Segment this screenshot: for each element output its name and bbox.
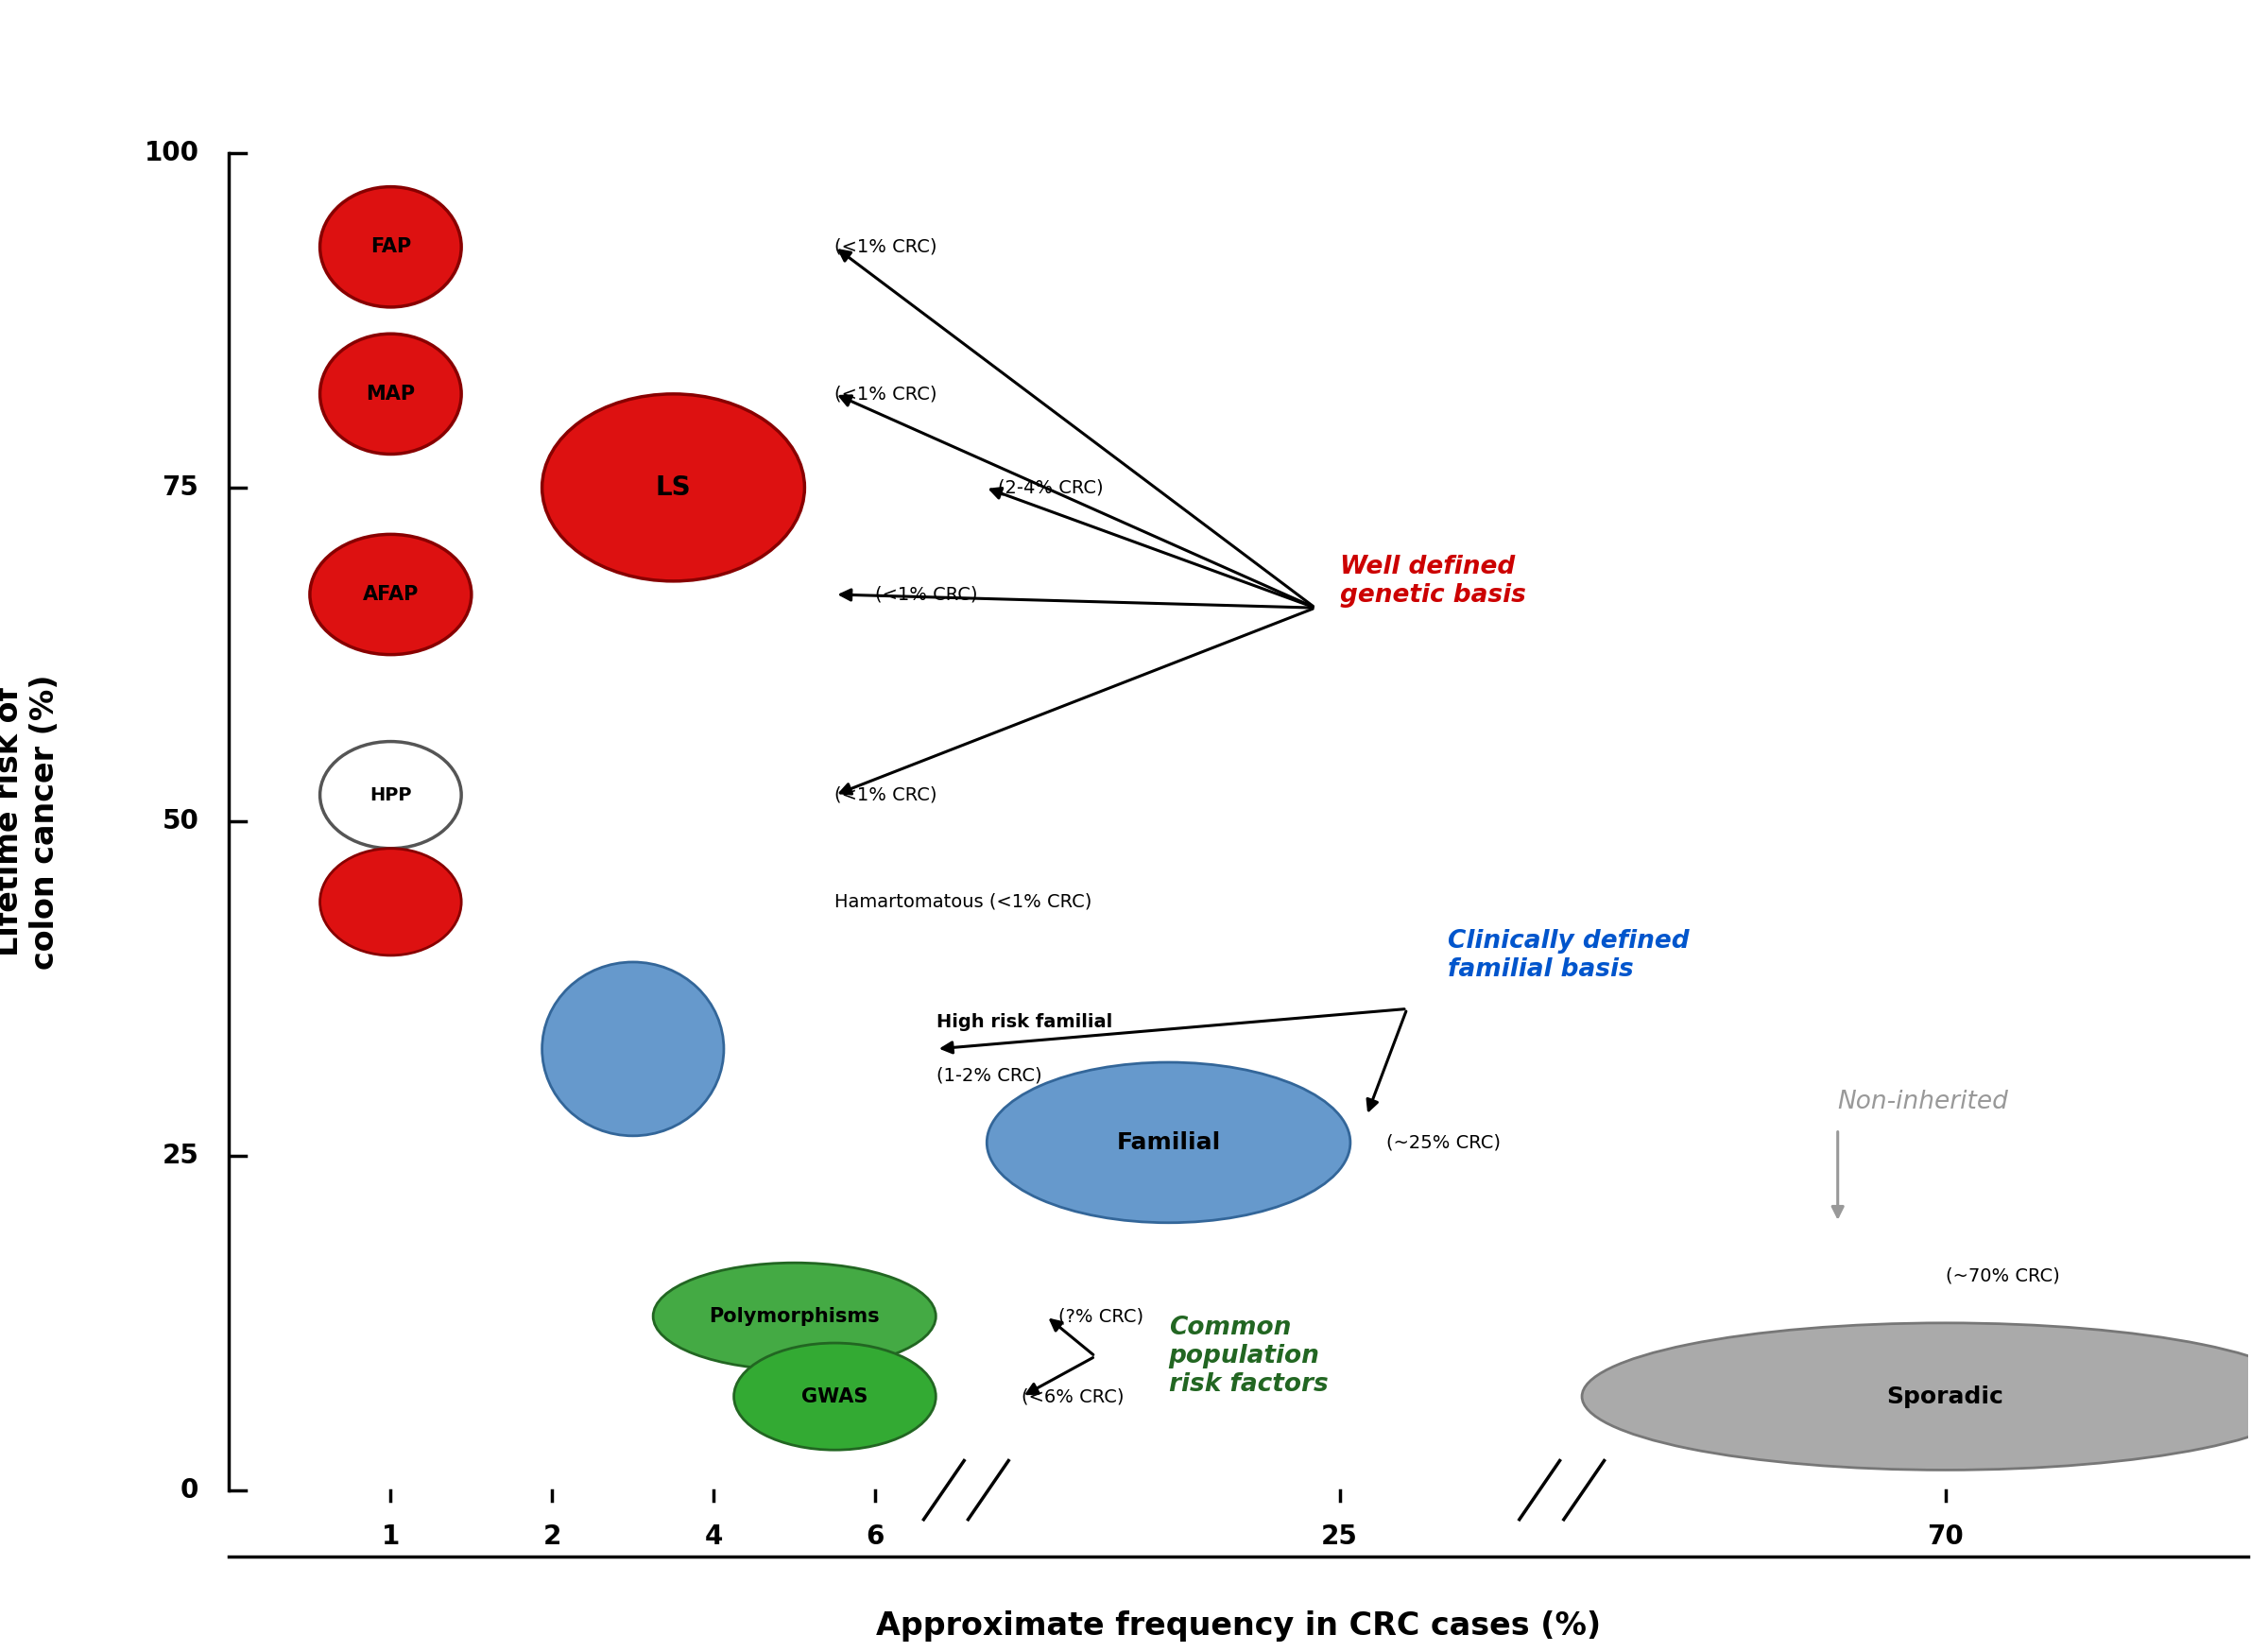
Text: Sporadic: Sporadic bbox=[1887, 1384, 2005, 1408]
Text: MAP: MAP bbox=[365, 385, 415, 403]
Text: 50: 50 bbox=[161, 808, 200, 834]
Text: (<6% CRC): (<6% CRC) bbox=[1023, 1388, 1125, 1406]
Text: HPP: HPP bbox=[370, 786, 413, 805]
Text: (2-4% CRC): (2-4% CRC) bbox=[998, 479, 1102, 497]
Text: Clinically defined
familial basis: Clinically defined familial basis bbox=[1447, 928, 1690, 981]
Text: (~25% CRC): (~25% CRC) bbox=[1386, 1133, 1501, 1151]
Text: 75: 75 bbox=[161, 474, 200, 501]
Ellipse shape bbox=[542, 393, 805, 582]
Ellipse shape bbox=[320, 334, 460, 454]
Text: (<1% CRC): (<1% CRC) bbox=[835, 786, 937, 805]
Text: (~70% CRC): (~70% CRC) bbox=[1946, 1267, 2059, 1285]
Text: Well defined
genetic basis: Well defined genetic basis bbox=[1340, 555, 1526, 608]
Ellipse shape bbox=[735, 1343, 937, 1450]
Text: Familial: Familial bbox=[1116, 1132, 1220, 1153]
Ellipse shape bbox=[311, 534, 472, 654]
Ellipse shape bbox=[987, 1062, 1349, 1222]
Text: 25: 25 bbox=[1322, 1523, 1359, 1550]
Text: Non-inherited: Non-inherited bbox=[1837, 1090, 2009, 1115]
Ellipse shape bbox=[320, 849, 460, 955]
Text: 0: 0 bbox=[181, 1477, 200, 1503]
Text: 70: 70 bbox=[1928, 1523, 1964, 1550]
Text: Hamartomatous (<1% CRC): Hamartomatous (<1% CRC) bbox=[835, 894, 1093, 910]
Text: FAP: FAP bbox=[370, 238, 411, 256]
Text: LS: LS bbox=[655, 474, 692, 501]
Ellipse shape bbox=[1583, 1323, 2268, 1470]
Text: Lifetime risk of
colon cancer (%): Lifetime risk of colon cancer (%) bbox=[0, 674, 61, 970]
Text: 4: 4 bbox=[705, 1523, 723, 1550]
Text: (1-2% CRC): (1-2% CRC) bbox=[937, 1067, 1041, 1085]
Text: (<1% CRC): (<1% CRC) bbox=[875, 585, 978, 603]
Text: Polymorphisms: Polymorphisms bbox=[710, 1307, 880, 1325]
Text: (?% CRC): (?% CRC) bbox=[1059, 1307, 1143, 1325]
Ellipse shape bbox=[320, 187, 460, 307]
Text: 2: 2 bbox=[542, 1523, 560, 1550]
Text: AFAP: AFAP bbox=[363, 585, 420, 605]
Text: Common
population
risk factors: Common population risk factors bbox=[1168, 1315, 1329, 1398]
Text: (<1% CRC): (<1% CRC) bbox=[835, 385, 937, 403]
Ellipse shape bbox=[320, 742, 460, 849]
Text: High risk familial: High risk familial bbox=[937, 1013, 1111, 1031]
Text: 1: 1 bbox=[381, 1523, 399, 1550]
Text: Approximate frequency in CRC cases (%): Approximate frequency in CRC cases (%) bbox=[875, 1611, 1601, 1642]
Text: 25: 25 bbox=[161, 1143, 200, 1170]
Text: 100: 100 bbox=[143, 140, 200, 167]
Text: GWAS: GWAS bbox=[801, 1388, 869, 1406]
Ellipse shape bbox=[542, 961, 723, 1137]
Text: 6: 6 bbox=[866, 1523, 885, 1550]
Ellipse shape bbox=[653, 1262, 937, 1370]
Text: (<1% CRC): (<1% CRC) bbox=[835, 238, 937, 256]
